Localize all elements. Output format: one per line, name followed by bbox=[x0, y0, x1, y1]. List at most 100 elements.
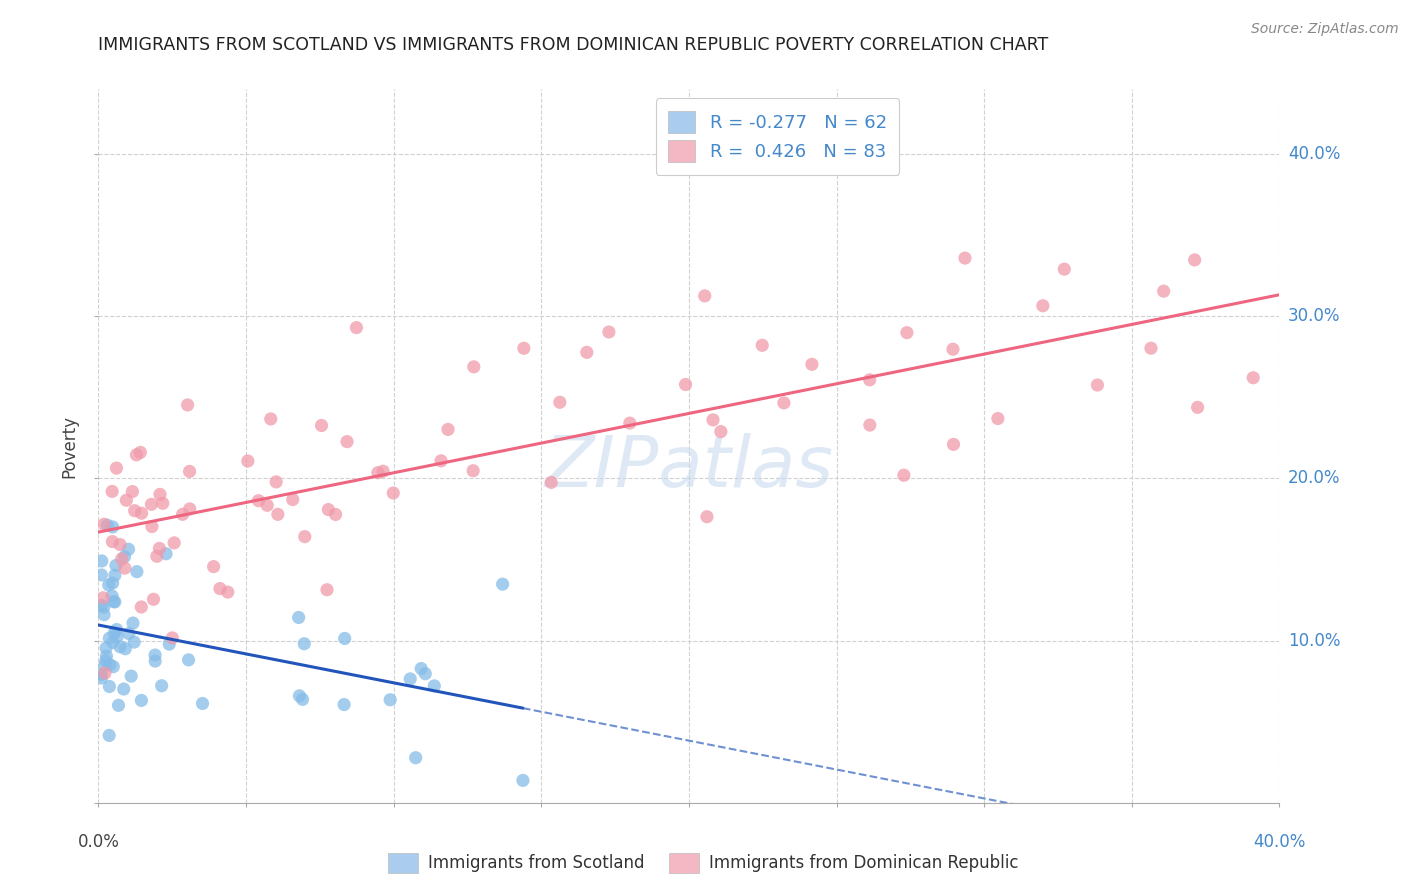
Point bbox=[129, 599, 152, 614]
Point bbox=[405, 750, 427, 764]
Point bbox=[281, 492, 304, 507]
Point bbox=[859, 373, 882, 387]
Point bbox=[103, 594, 125, 608]
Point bbox=[96, 649, 118, 664]
Point bbox=[548, 395, 571, 409]
Point bbox=[122, 616, 145, 631]
Point bbox=[163, 536, 186, 550]
Point bbox=[117, 542, 139, 557]
Point bbox=[107, 698, 129, 713]
Point bbox=[336, 434, 359, 449]
Point bbox=[125, 565, 148, 579]
Point bbox=[267, 508, 290, 522]
Point bbox=[114, 561, 136, 575]
Point bbox=[101, 484, 124, 499]
Point bbox=[105, 461, 128, 475]
Point bbox=[93, 599, 115, 614]
Point bbox=[437, 422, 460, 436]
Text: ZIPatlas: ZIPatlas bbox=[544, 433, 834, 502]
Point bbox=[311, 418, 333, 433]
Point bbox=[291, 692, 314, 706]
Point bbox=[217, 585, 239, 599]
Point bbox=[90, 671, 112, 685]
Point bbox=[114, 549, 136, 564]
Point bbox=[264, 475, 287, 489]
Point bbox=[333, 698, 356, 712]
Point bbox=[172, 508, 194, 522]
Point bbox=[131, 506, 153, 520]
Point bbox=[1053, 262, 1076, 277]
Point bbox=[143, 648, 166, 662]
Point bbox=[104, 595, 127, 609]
Point bbox=[292, 637, 315, 651]
Point bbox=[142, 592, 165, 607]
Point bbox=[1153, 284, 1175, 298]
Point bbox=[105, 623, 128, 637]
Point bbox=[333, 632, 356, 646]
Point bbox=[1187, 401, 1209, 415]
Point bbox=[150, 679, 173, 693]
Point bbox=[202, 559, 225, 574]
Point bbox=[103, 626, 125, 640]
Point bbox=[124, 504, 146, 518]
Point bbox=[179, 502, 201, 516]
Point bbox=[155, 547, 177, 561]
Point bbox=[90, 599, 112, 613]
Point bbox=[696, 509, 718, 524]
Text: 20.0%: 20.0% bbox=[1288, 469, 1340, 487]
Point bbox=[94, 654, 117, 668]
Text: 40.0%: 40.0% bbox=[1288, 145, 1340, 163]
Point bbox=[98, 657, 121, 672]
Point bbox=[619, 416, 641, 430]
Point bbox=[236, 454, 259, 468]
Point bbox=[104, 558, 127, 573]
Point bbox=[491, 577, 513, 591]
Point bbox=[90, 554, 112, 568]
Point bbox=[693, 289, 716, 303]
Point bbox=[413, 666, 436, 681]
Point bbox=[382, 486, 405, 500]
Point bbox=[141, 497, 163, 511]
Point bbox=[430, 454, 453, 468]
Point bbox=[710, 425, 733, 439]
Point bbox=[93, 658, 115, 673]
Point bbox=[108, 640, 131, 654]
Point bbox=[93, 517, 115, 532]
Point bbox=[157, 637, 180, 651]
Point bbox=[104, 568, 127, 582]
Point bbox=[101, 589, 124, 603]
Point bbox=[288, 689, 311, 703]
Point bbox=[179, 464, 201, 478]
Point bbox=[953, 251, 976, 265]
Point bbox=[399, 672, 422, 686]
Legend: R = -0.277   N = 62, R =  0.426   N = 83: R = -0.277 N = 62, R = 0.426 N = 83 bbox=[655, 98, 900, 175]
Point bbox=[108, 538, 131, 552]
Point bbox=[1032, 299, 1054, 313]
Point bbox=[294, 530, 316, 544]
Point bbox=[176, 398, 198, 412]
Point bbox=[598, 325, 620, 339]
Point bbox=[96, 518, 118, 533]
Point bbox=[896, 326, 918, 340]
Point bbox=[702, 413, 724, 427]
Point bbox=[1241, 370, 1264, 384]
Point bbox=[97, 578, 120, 592]
Point bbox=[751, 338, 773, 352]
Point bbox=[93, 607, 115, 622]
Point bbox=[191, 697, 214, 711]
Text: IMMIGRANTS FROM SCOTLAND VS IMMIGRANTS FROM DOMINICAN REPUBLIC POVERTY CORRELATI: IMMIGRANTS FROM SCOTLAND VS IMMIGRANTS F… bbox=[98, 36, 1049, 54]
Point bbox=[463, 464, 485, 478]
Point bbox=[423, 679, 446, 693]
Point bbox=[101, 520, 124, 534]
Point bbox=[316, 582, 339, 597]
Text: 0.0%: 0.0% bbox=[77, 833, 120, 851]
Point bbox=[367, 466, 389, 480]
Point bbox=[987, 411, 1010, 425]
Point bbox=[152, 496, 174, 510]
Point bbox=[149, 487, 172, 501]
Point bbox=[942, 343, 965, 357]
Point bbox=[141, 519, 163, 533]
Point bbox=[256, 498, 278, 512]
Point bbox=[893, 468, 915, 483]
Point bbox=[143, 654, 166, 668]
